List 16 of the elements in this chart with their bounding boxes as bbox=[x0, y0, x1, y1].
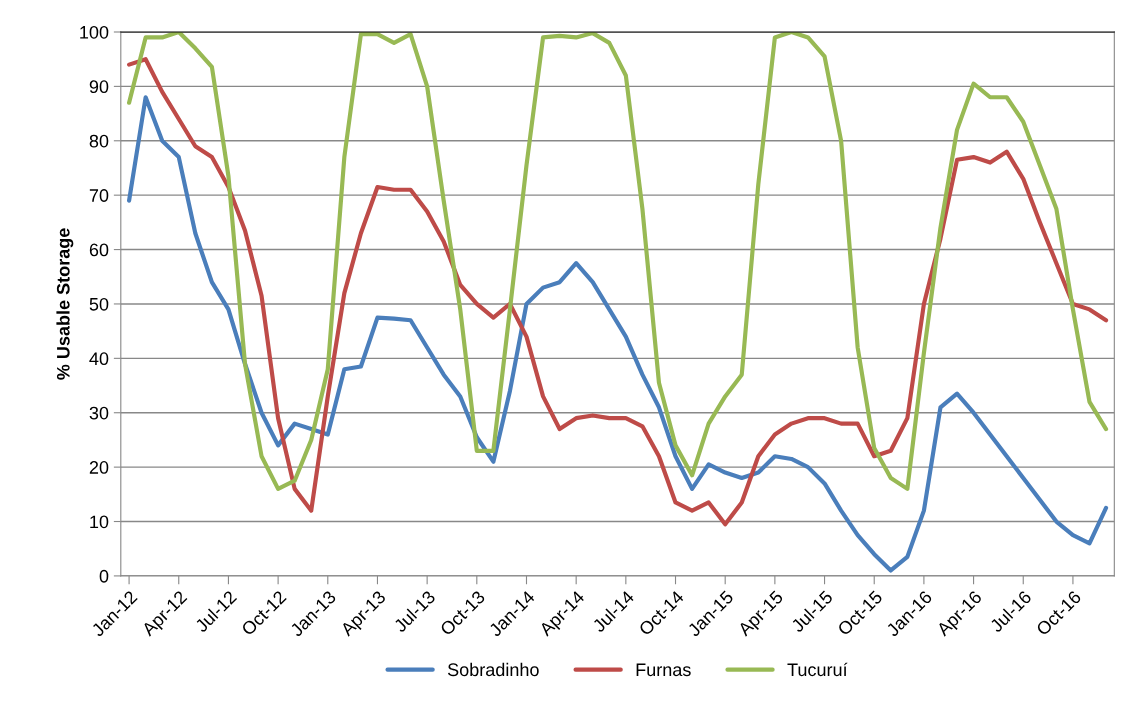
legend-label: Tucuruí bbox=[787, 662, 848, 677]
y-tick-label: 30 bbox=[89, 406, 109, 420]
y-tick-label: 20 bbox=[89, 461, 109, 474]
y-tick-label: 40 bbox=[89, 352, 109, 366]
legend-label: Sobradinho bbox=[447, 662, 539, 677]
y-axis-title: % Usable Storage bbox=[56, 228, 74, 380]
y-tick-label: 70 bbox=[89, 189, 109, 202]
line-series bbox=[126, 95, 1109, 573]
y-tick-label: 60 bbox=[89, 243, 109, 257]
y-tick-label: 90 bbox=[89, 80, 109, 94]
y-tick-label: 10 bbox=[90, 515, 109, 529]
y-tick-label: 100 bbox=[80, 25, 109, 39]
y-tick-label: 50 bbox=[89, 297, 109, 311]
y-tick-label: 80 bbox=[89, 134, 109, 148]
legend-label: Furnas bbox=[636, 663, 691, 677]
y-tick-label: 0 bbox=[99, 569, 109, 583]
